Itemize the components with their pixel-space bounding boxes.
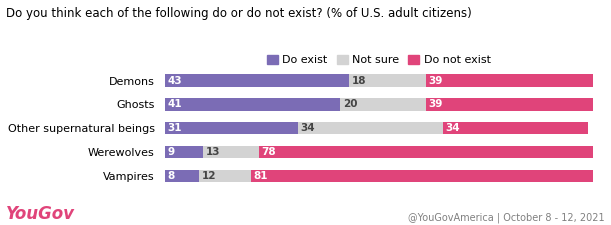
- Bar: [298, 122, 443, 135]
- Text: 8: 8: [167, 171, 175, 181]
- Legend: Do exist, Not sure, Do not exist: Do exist, Not sure, Do not exist: [263, 51, 495, 70]
- Bar: [165, 122, 298, 135]
- Bar: [443, 122, 588, 135]
- Bar: [199, 170, 251, 182]
- Text: 18: 18: [351, 76, 366, 86]
- Text: 81: 81: [253, 171, 268, 181]
- Bar: [251, 170, 597, 182]
- Bar: [165, 170, 199, 182]
- Bar: [340, 98, 426, 111]
- Text: 43: 43: [167, 76, 182, 86]
- Bar: [165, 74, 349, 87]
- Text: 34: 34: [300, 123, 315, 133]
- Text: 78: 78: [262, 147, 276, 157]
- Text: 12: 12: [202, 171, 216, 181]
- Bar: [349, 74, 426, 87]
- Text: 39: 39: [428, 99, 443, 109]
- Bar: [426, 74, 593, 87]
- Text: 39: 39: [428, 76, 443, 86]
- Bar: [259, 146, 593, 158]
- Text: Do you think each of the following do or do not exist? (% of U.S. adult citizens: Do you think each of the following do or…: [6, 7, 472, 20]
- Text: 31: 31: [167, 123, 182, 133]
- Text: YouGov: YouGov: [6, 205, 75, 223]
- Text: @YouGovAmerica | October 8 - 12, 2021: @YouGovAmerica | October 8 - 12, 2021: [408, 212, 605, 223]
- Bar: [426, 98, 593, 111]
- Text: 13: 13: [206, 147, 221, 157]
- Bar: [203, 146, 259, 158]
- Text: 20: 20: [343, 99, 357, 109]
- Text: 41: 41: [167, 99, 182, 109]
- Text: 34: 34: [445, 123, 460, 133]
- Bar: [165, 146, 203, 158]
- Bar: [165, 98, 340, 111]
- Text: 9: 9: [167, 147, 175, 157]
